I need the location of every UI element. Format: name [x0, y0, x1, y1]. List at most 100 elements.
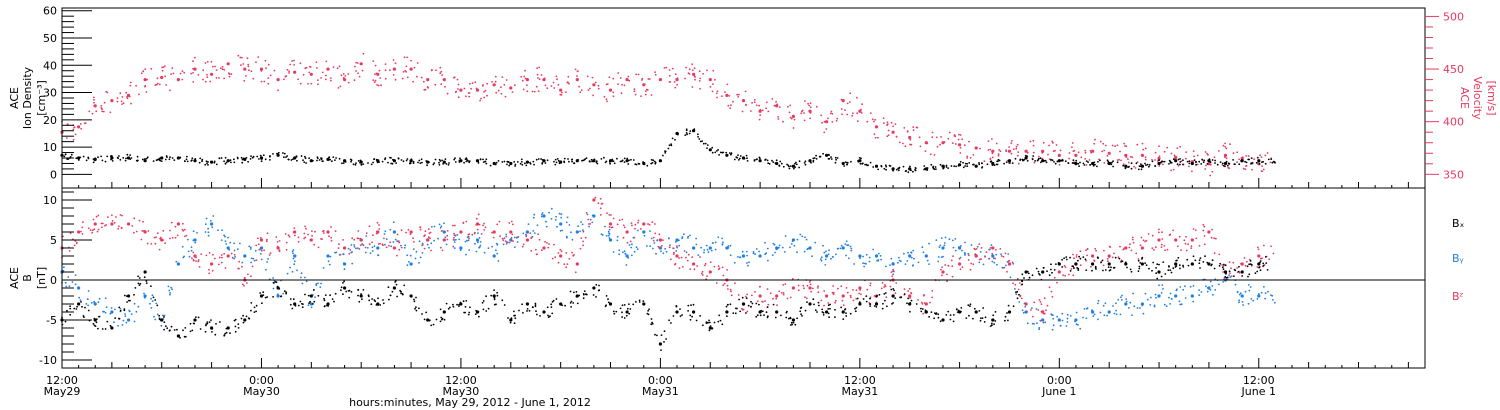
bz-sample: [1132, 241, 1135, 244]
density-sample: [1208, 158, 1211, 161]
velocity-point: [509, 86, 513, 90]
bz-sample: [376, 221, 379, 224]
bz-sample: [809, 283, 812, 286]
by-sample: [478, 246, 481, 248]
by-sample: [820, 256, 823, 259]
bz-sample: [430, 249, 432, 252]
by-sample: [421, 252, 424, 254]
bx-sample: [750, 305, 752, 308]
density-sample: [1003, 162, 1005, 165]
bz-sample: [903, 288, 906, 290]
by-sample: [845, 240, 848, 243]
density-sample: [250, 155, 252, 158]
density-sample: [1009, 162, 1011, 164]
density-sample: [1225, 160, 1228, 163]
by-sample: [717, 236, 720, 239]
velocity-sample: [1101, 150, 1103, 153]
density-sample: [495, 161, 498, 164]
bx-sample: [66, 309, 68, 312]
velocity-sample: [1116, 159, 1119, 162]
density-sample: [635, 163, 638, 166]
velocity-sample: [693, 67, 696, 70]
velocity-sample: [1170, 152, 1173, 155]
density-sample: [453, 158, 456, 161]
by-sample: [754, 253, 757, 256]
bz-sample: [365, 232, 368, 235]
velocity-sample: [924, 150, 927, 153]
by-sample: [151, 294, 154, 297]
by-sample: [371, 250, 374, 252]
top-left-tick-label: 60: [43, 5, 57, 18]
density-point: [1240, 159, 1244, 163]
bz-sample: [797, 284, 800, 287]
velocity-sample: [378, 69, 381, 72]
velocity-sample: [315, 61, 318, 63]
velocity-sample: [337, 87, 340, 89]
by-sample: [669, 244, 671, 247]
bx-sample: [882, 302, 884, 305]
velocity-sample: [291, 60, 293, 62]
bz-point: [1207, 230, 1211, 234]
by-sample: [355, 247, 357, 250]
velocity-sample: [197, 74, 200, 76]
velocity-sample: [1114, 145, 1116, 148]
by-sample: [746, 262, 748, 264]
bx-sample: [626, 307, 629, 310]
bz-sample: [74, 240, 77, 242]
velocity-sample: [1127, 161, 1130, 164]
velocity-sample: [745, 103, 747, 106]
bx-point: [741, 302, 746, 306]
bz-sample: [1002, 255, 1005, 258]
bz-sample: [994, 257, 997, 260]
by-sample: [371, 246, 374, 249]
bz-sample: [499, 235, 502, 238]
velocity-sample: [654, 73, 657, 76]
density-sample: [432, 163, 435, 166]
density-sample: [865, 163, 868, 166]
bz-sample: [396, 233, 399, 236]
bx-point: [326, 302, 330, 306]
density-point: [359, 160, 363, 164]
by-sample: [820, 259, 823, 262]
by-sample: [156, 313, 159, 316]
density-sample: [438, 164, 441, 166]
density-sample: [168, 158, 171, 161]
velocity-sample: [963, 144, 966, 147]
by-sample: [979, 251, 982, 253]
density-sample: [897, 169, 900, 172]
velocity-sample: [533, 90, 536, 93]
velocity-sample: [997, 154, 1000, 157]
bx-sample: [890, 288, 893, 291]
bx-sample: [210, 319, 212, 321]
by-sample: [942, 255, 944, 258]
bz-point: [841, 294, 845, 298]
bx-sample: [264, 296, 267, 299]
by-sample: [192, 230, 195, 233]
bx-sample: [708, 321, 711, 324]
bz-sample: [988, 257, 991, 260]
by-sample: [220, 239, 223, 242]
density-sample: [553, 160, 555, 163]
velocity-sample: [325, 74, 327, 77]
velocity-sample: [612, 77, 615, 80]
velocity-sample: [940, 136, 942, 138]
top-left-tick-label: 50: [43, 32, 57, 45]
bz-sample: [348, 252, 351, 255]
density-sample: [186, 155, 188, 158]
by-sample: [1099, 311, 1102, 314]
by-sample: [559, 230, 562, 232]
bz-sample: [452, 238, 455, 241]
bz-sample: [841, 299, 844, 302]
velocity-sample: [919, 145, 922, 148]
velocity-sample: [1191, 170, 1193, 173]
bz-sample: [510, 231, 513, 234]
velocity-point: [492, 83, 496, 87]
bz-point: [542, 246, 546, 250]
bz-sample: [453, 236, 455, 239]
bz-sample: [846, 291, 849, 294]
velocity-sample: [1217, 150, 1220, 152]
by-sample: [910, 252, 913, 254]
by-sample: [828, 249, 830, 252]
density-sample: [643, 163, 646, 166]
bx-sample: [625, 314, 628, 317]
